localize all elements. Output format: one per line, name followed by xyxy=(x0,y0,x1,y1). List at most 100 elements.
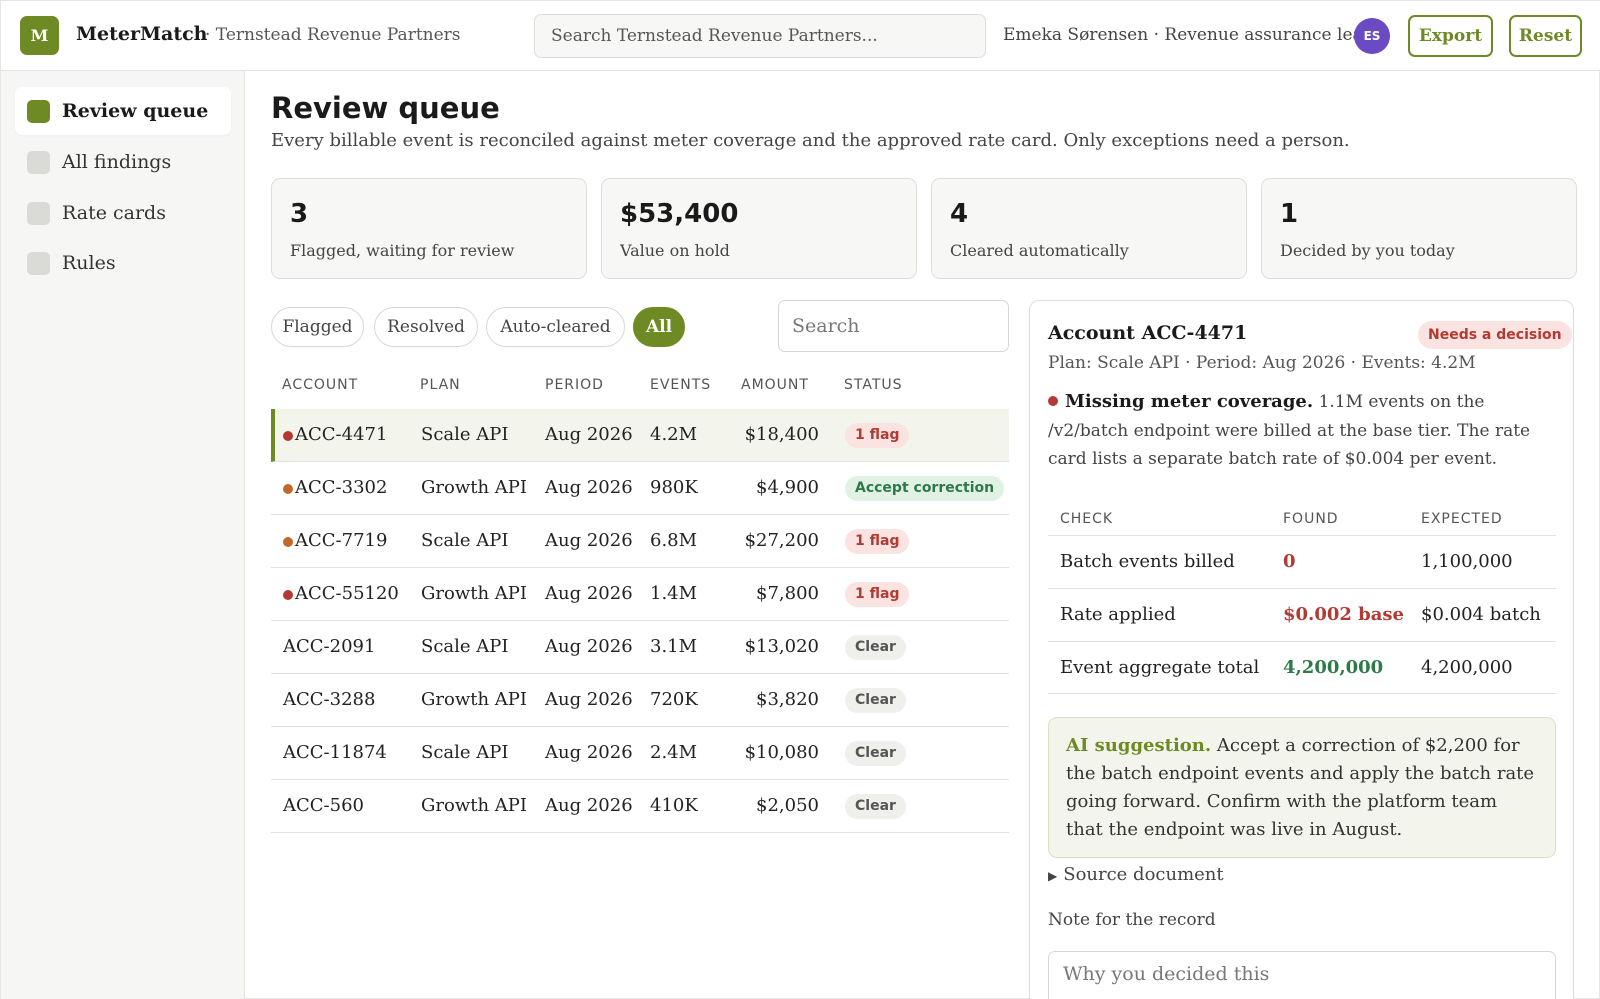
table-row[interactable]: ACC-3302 Growth API Aug 2026 980K $4,900 Acce… xyxy=(271,462,1009,515)
filter-chip-auto-cleared[interactable]: Auto-cleared xyxy=(486,307,625,347)
cell-plan: Scale API xyxy=(421,530,509,551)
status-badge: Clear xyxy=(845,635,906,660)
check-name: Rate applied xyxy=(1060,604,1176,625)
filter-chip-flagged[interactable]: Flagged xyxy=(271,307,364,347)
avatar[interactable]: ES xyxy=(1354,18,1390,54)
table-row[interactable]: ACC-2091 Scale API Aug 2026 3.1M $13,020 Clea… xyxy=(271,621,1009,674)
cell-period: Aug 2026 xyxy=(545,742,633,763)
cell-events: 980K xyxy=(650,477,698,498)
check-name: Batch events billed xyxy=(1060,551,1235,572)
cell-account: ACC-11874 xyxy=(283,742,387,763)
export-button[interactable]: Export xyxy=(1408,15,1493,57)
user-info: Emeka Sørensen · Revenue assurance lead xyxy=(1003,25,1374,45)
check-found: 0 xyxy=(1283,551,1296,572)
table-row[interactable]: ACC-560 Growth API Aug 2026 410K $2,050 Clear xyxy=(271,780,1009,833)
cell-period: Aug 2026 xyxy=(545,424,633,445)
top-bar: M MeterMatch · Ternstead Revenue Partner… xyxy=(1,1,1600,71)
cell-period: Aug 2026 xyxy=(545,636,633,657)
cell-events: 6.8M xyxy=(650,530,698,551)
source-document-label: Source document xyxy=(1063,864,1224,885)
note-label: Note for the record xyxy=(1048,910,1216,930)
sidebar-item-rules[interactable]: Rules xyxy=(15,239,231,287)
nav-square-icon xyxy=(27,99,50,123)
cell-amount: $13,020 xyxy=(744,636,819,657)
stat-value: $53,400 xyxy=(620,199,739,229)
cell-period: Aug 2026 xyxy=(545,583,633,604)
column-header-events[interactable]: EVENTS xyxy=(650,377,712,393)
cell-account: ACC-2091 xyxy=(283,636,376,657)
column-header-amount[interactable]: AMOUNT xyxy=(741,377,809,393)
nav-square-icon xyxy=(27,251,50,275)
nav-square-icon xyxy=(27,150,50,174)
status-badge: 1 flag xyxy=(845,529,910,554)
stat-card-decided: 1 Decided by you today xyxy=(1261,178,1577,279)
cell-account: ACC-7719 xyxy=(295,530,388,551)
column-header-status[interactable]: STATUS xyxy=(844,377,903,393)
detail-panel: Account ACC-4471 Needs a decision Plan: … xyxy=(1029,300,1574,999)
ai-suggestion-label: AI suggestion. xyxy=(1066,735,1212,756)
column-header-period[interactable]: PERIOD xyxy=(545,377,604,393)
table-search-input[interactable]: Search xyxy=(778,300,1009,352)
check-row: Event aggregate total 4,200,000 4,200,00… xyxy=(1048,641,1556,694)
cell-plan: Growth API xyxy=(421,689,527,710)
cell-events: 720K xyxy=(650,689,698,710)
check-found: 4,200,000 xyxy=(1283,657,1384,678)
cell-account: ACC-4471 xyxy=(295,424,388,445)
sidebar-item-review-queue[interactable]: Review queue xyxy=(15,87,231,135)
cell-amount: $4,900 xyxy=(756,477,819,498)
table-row[interactable]: ACC-11874 Scale API Aug 2026 2.4M $10,080 Cle… xyxy=(271,727,1009,780)
sidebar-item-rate-cards[interactable]: Rate cards xyxy=(15,189,231,237)
stat-value: 3 xyxy=(290,199,309,229)
status-badge: Clear xyxy=(845,741,906,766)
check-name: Event aggregate total xyxy=(1060,657,1260,678)
check-expected: 4,200,000 xyxy=(1421,657,1513,678)
finding-title: Missing meter coverage. xyxy=(1065,391,1314,412)
source-document-toggle[interactable]: ▶ Source document xyxy=(1048,864,1224,885)
cell-plan: Scale API xyxy=(421,424,509,445)
stat-label: Cleared automatically xyxy=(950,241,1129,260)
sidebar-item-all-findings[interactable]: All findings xyxy=(15,138,231,186)
table-row[interactable]: ACC-4471 Scale API Aug 2026 4.2M $18,400 1 fl… xyxy=(271,409,1009,462)
stat-label: Value on hold xyxy=(620,241,730,260)
cell-events: 2.4M xyxy=(650,742,698,763)
table-row[interactable]: ACC-3288 Growth API Aug 2026 720K $3,820 Clea… xyxy=(271,674,1009,727)
check-header-check: CHECK xyxy=(1060,511,1114,527)
sidebar-item-label: Rules xyxy=(62,252,116,274)
cell-amount: $27,200 xyxy=(744,530,819,551)
cell-events: 3.1M xyxy=(650,636,698,657)
column-header-account[interactable]: ACCOUNT xyxy=(282,377,359,393)
sidebar-item-label: All findings xyxy=(62,151,172,173)
triangle-right-icon: ▶ xyxy=(1048,869,1058,883)
detail-meta: Plan: Scale API · Period: Aug 2026 · Eve… xyxy=(1048,353,1476,373)
note-textarea[interactable]: Why you decided this xyxy=(1048,951,1556,999)
cell-period: Aug 2026 xyxy=(545,530,633,551)
stat-card-cleared: 4 Cleared automatically xyxy=(931,178,1247,279)
cell-plan: Scale API xyxy=(421,636,509,657)
sidebar: Review queue All findings Rate cards Rul… xyxy=(1,71,245,999)
ai-suggestion-text: Accept a correction of $2,200 for the ba… xyxy=(1066,735,1535,840)
stat-card-flagged: 3 Flagged, waiting for review xyxy=(271,178,587,279)
page-subtitle: Every billable event is reconciled again… xyxy=(271,130,1350,151)
check-row: Rate applied $0.002 base $0.004 batch xyxy=(1048,588,1556,641)
column-header-plan[interactable]: PLAN xyxy=(420,377,461,393)
table-row[interactable]: ACC-55120 Growth API Aug 2026 1.4M $7,800 1 f… xyxy=(271,568,1009,621)
status-badge: 1 flag xyxy=(845,423,910,448)
ai-suggestion: AI suggestion. Accept a correction of $2… xyxy=(1048,717,1556,858)
table-row[interactable]: ACC-7719 Scale API Aug 2026 6.8M $27,200 1 fl… xyxy=(271,515,1009,568)
cell-account: ACC-3288 xyxy=(283,689,376,710)
cell-amount: $7,800 xyxy=(756,583,819,604)
brand-name: MeterMatch xyxy=(76,23,208,45)
cell-events: 410K xyxy=(650,795,698,816)
filter-chip-resolved[interactable]: Resolved xyxy=(374,307,478,347)
cell-plan: Growth API xyxy=(421,477,527,498)
check-expected: $0.004 batch xyxy=(1421,604,1541,625)
filter-chip-all[interactable]: All xyxy=(633,307,685,347)
reset-button[interactable]: Reset xyxy=(1509,15,1582,57)
check-header-expected: EXPECTED xyxy=(1421,511,1503,527)
cell-account: ACC-3302 xyxy=(295,477,388,498)
cell-period: Aug 2026 xyxy=(545,477,633,498)
stat-card-value-on-hold: $53,400 Value on hold xyxy=(601,178,917,279)
global-search-input[interactable]: Search Ternstead Revenue Partners... xyxy=(534,14,986,58)
stat-label: Decided by you today xyxy=(1280,241,1455,260)
